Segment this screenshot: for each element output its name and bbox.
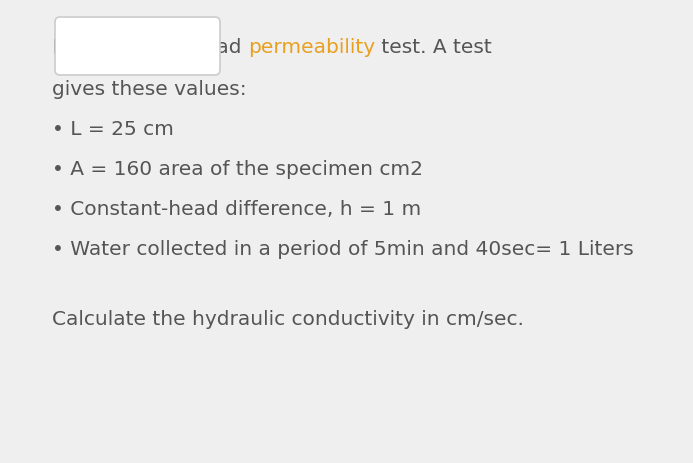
Text: In a constant-head: In a constant-head [52,38,248,57]
Text: • A = 160 area of the specimen cm2: • A = 160 area of the specimen cm2 [52,160,423,179]
Text: • Water collected in a period of 5min and 40sec= 1 Liters: • Water collected in a period of 5min an… [52,239,634,258]
Text: gives these values:: gives these values: [52,80,247,99]
Text: • L = 25 cm: • L = 25 cm [52,120,174,139]
Text: • Constant-head difference, h = 1 m: • Constant-head difference, h = 1 m [52,200,421,219]
Text: Calculate the hydraulic conductivity in cm/sec.: Calculate the hydraulic conductivity in … [52,309,524,328]
FancyBboxPatch shape [55,18,220,76]
Text: test. A test: test. A test [375,38,492,57]
Text: permeability: permeability [248,38,375,57]
